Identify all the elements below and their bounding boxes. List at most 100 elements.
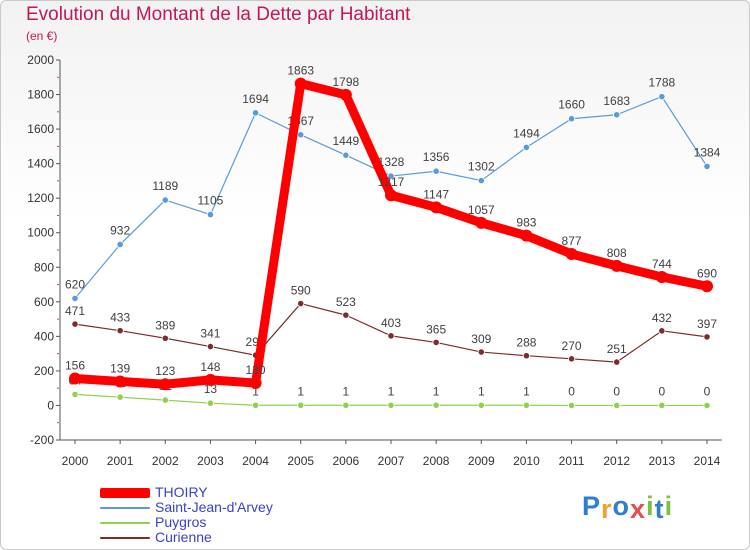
logo-letter: t — [654, 494, 665, 524]
y-tick-label: 1000 — [27, 226, 54, 240]
y-tick-label: 1200 — [27, 191, 54, 205]
data-point-thoiry — [701, 280, 713, 293]
data-point-puygros — [703, 401, 711, 410]
data-point-thoiry — [520, 229, 533, 242]
data-point-saint-jean-d-arvey — [206, 210, 215, 219]
data-point-saint-jean-d-arvey — [613, 111, 621, 119]
data-point-thoiry — [610, 259, 623, 272]
data-label-thoiry: 983 — [516, 216, 536, 230]
logo-letter: P — [582, 491, 602, 521]
data-label-thoiry: 156 — [65, 359, 85, 373]
data-label-puygros: 0 — [704, 384, 711, 398]
data-label-curienne: 270 — [562, 339, 582, 353]
data-label-puygros: 1 — [523, 384, 530, 398]
data-label-saint-jean-d-arvey: 1660 — [558, 98, 585, 112]
data-point-puygros — [206, 399, 215, 407]
data-point-thoiry — [475, 216, 488, 229]
y-tick-label: 800 — [34, 260, 54, 274]
x-tick-label: 2007 — [378, 454, 405, 468]
data-label-thoiry: 744 — [652, 257, 672, 271]
data-point-puygros — [658, 401, 666, 410]
legend-label: Curienne — [155, 529, 212, 545]
x-tick-label: 2011 — [559, 454, 585, 468]
data-label-saint-jean-d-arvey: 1494 — [513, 126, 540, 140]
data-label-curienne: 365 — [426, 322, 446, 336]
x-tick-label: 2002 — [152, 454, 179, 468]
data-label-curienne: 433 — [110, 311, 130, 325]
x-tick-label: 2001 — [107, 454, 134, 468]
data-point-saint-jean-d-arvey — [297, 131, 305, 139]
data-label-saint-jean-d-arvey: 1384 — [694, 145, 721, 159]
data-point-curienne — [432, 338, 440, 347]
data-label-curienne: 403 — [381, 316, 401, 330]
data-label-thoiry: 1217 — [378, 175, 405, 189]
chart-subtitle: (en €) — [26, 29, 58, 43]
data-point-curienne — [297, 299, 305, 308]
data-label-puygros: 1 — [252, 384, 259, 398]
data-label-saint-jean-d-arvey: 1449 — [333, 134, 360, 148]
data-label-thoiry: 130 — [246, 363, 266, 377]
data-point-thoiry — [339, 88, 352, 101]
data-label-saint-jean-d-arvey: 1302 — [468, 160, 495, 174]
legend-swatch — [100, 487, 150, 498]
y-tick-label: 1800 — [27, 88, 54, 102]
x-tick-label: 2006 — [333, 454, 360, 468]
data-label-thoiry: 1863 — [287, 64, 314, 78]
data-label-thoiry: 808 — [607, 246, 627, 260]
data-label-puygros: 1 — [433, 384, 440, 398]
data-label-curienne: 288 — [516, 336, 536, 350]
data-point-thoiry — [565, 247, 578, 260]
data-point-curienne — [477, 348, 485, 356]
data-point-thoiry — [159, 378, 172, 391]
data-point-puygros — [161, 396, 169, 404]
data-point-thoiry — [430, 201, 443, 214]
data-point-saint-jean-d-arvey — [658, 93, 666, 101]
chart-title: Evolution du Montant de la Dette par Hab… — [26, 4, 411, 25]
y-tick-label: 200 — [34, 364, 54, 378]
data-label-curienne: 389 — [155, 318, 175, 332]
y-tick-label: 1600 — [27, 122, 54, 136]
data-point-curienne — [567, 355, 576, 363]
data-label-curienne: 251 — [607, 342, 627, 356]
logo-letter: x — [630, 494, 647, 524]
data-point-curienne — [613, 358, 621, 366]
data-label-puygros: 1 — [297, 384, 304, 398]
legend-item-thoiry: THOIRY — [100, 485, 360, 500]
legend-swatch — [100, 521, 150, 524]
data-point-curienne — [703, 333, 711, 341]
data-label-saint-jean-d-arvey: 932 — [110, 223, 130, 237]
data-label-saint-jean-d-arvey: 1328 — [378, 155, 405, 169]
data-label-puygros: 0 — [613, 384, 620, 398]
x-tick-label: 2014 — [694, 454, 721, 468]
data-point-thoiry — [69, 372, 81, 385]
data-label-puygros: 0 — [568, 384, 575, 398]
data-point-puygros — [297, 401, 305, 409]
data-point-puygros — [387, 401, 395, 409]
y-tick-label: 400 — [34, 329, 54, 343]
data-point-puygros — [613, 401, 621, 410]
legend-item-curienne: Curienne — [100, 530, 360, 545]
data-point-saint-jean-d-arvey — [703, 162, 711, 170]
logo-letter: o — [612, 491, 631, 521]
x-tick-label: 2003 — [197, 454, 224, 468]
data-label-curienne: 309 — [471, 332, 491, 346]
legend: THOIRY Saint-Jean-d'Arvey Puygros Curienne — [100, 485, 360, 545]
proxiti-logo: Proxiti — [582, 491, 673, 524]
data-point-saint-jean-d-arvey — [477, 176, 485, 185]
data-label-saint-jean-d-arvey: 1105 — [198, 194, 224, 208]
data-label-puygros: 1 — [388, 384, 395, 398]
legend-swatch — [100, 506, 150, 509]
x-tick-label: 2009 — [468, 454, 495, 468]
data-label-thoiry: 148 — [200, 360, 220, 374]
data-point-saint-jean-d-arvey — [522, 143, 531, 151]
data-point-saint-jean-d-arvey — [161, 196, 169, 204]
data-point-curienne — [206, 342, 215, 351]
data-label-saint-jean-d-arvey: 1189 — [152, 179, 178, 193]
data-point-puygros — [116, 393, 124, 401]
data-point-puygros — [522, 401, 531, 409]
legend-item-puygros: Puygros — [100, 515, 360, 530]
logo-letter: r — [601, 494, 613, 524]
data-point-thoiry — [385, 189, 397, 202]
data-point-puygros — [342, 401, 350, 409]
